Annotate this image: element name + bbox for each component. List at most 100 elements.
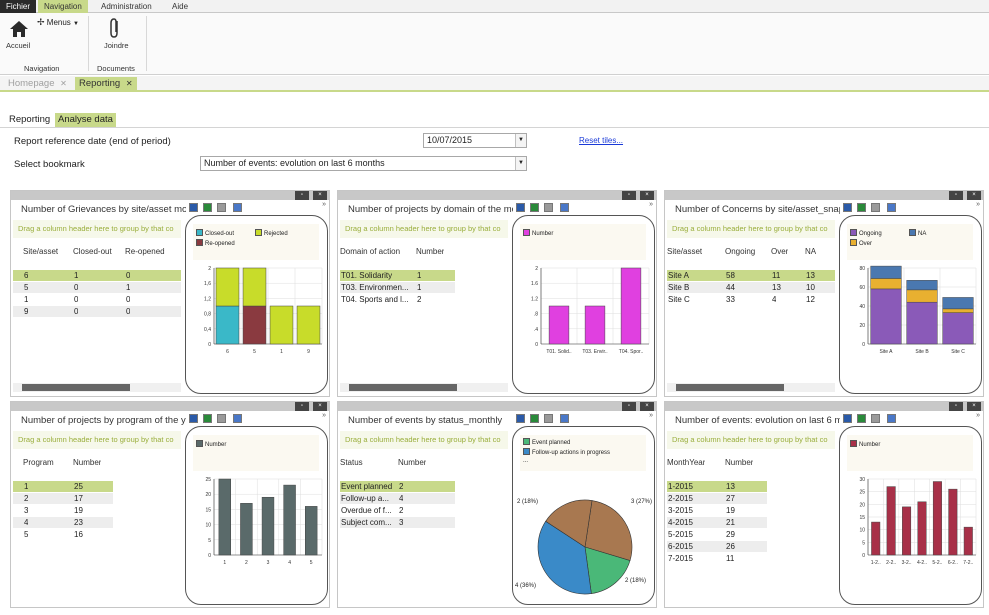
excel-export-icon[interactable] xyxy=(203,414,212,423)
print-icon[interactable] xyxy=(544,414,553,423)
group-by-hint[interactable]: Drag a column header here to group by th… xyxy=(340,431,508,449)
save-icon[interactable] xyxy=(516,414,525,423)
table-row[interactable]: Site A 58 11 13 xyxy=(667,270,835,281)
column-header[interactable]: Site/asset xyxy=(667,247,703,256)
home-button[interactable] xyxy=(8,19,30,41)
table-row[interactable]: 4 23 xyxy=(13,517,113,528)
table-row[interactable]: 3 19 xyxy=(13,505,113,516)
column-header[interactable]: Domain of action xyxy=(340,247,401,256)
copy-icon[interactable] xyxy=(887,203,896,212)
column-header[interactable]: Site/asset xyxy=(23,247,59,256)
group-by-hint[interactable]: Drag a column header here to group by th… xyxy=(340,220,508,238)
close-icon[interactable]: × xyxy=(967,191,981,200)
close-icon[interactable]: × xyxy=(640,191,654,200)
tab-analyse-data[interactable]: Analyse data xyxy=(55,113,116,127)
column-header[interactable]: Number xyxy=(725,458,754,467)
maximize-icon[interactable]: ▫ xyxy=(295,402,309,411)
table-row[interactable]: Event planned 2 xyxy=(340,481,455,492)
table-row[interactable]: T03. Environmen... 1 xyxy=(340,282,455,293)
menu-tab-fichier[interactable]: Fichier xyxy=(0,0,37,13)
table-row[interactable]: 5-2015 29 xyxy=(667,529,767,540)
table-row[interactable]: 6 1 0 xyxy=(13,270,181,281)
save-icon[interactable] xyxy=(516,203,525,212)
table-row[interactable]: 1 0 0 xyxy=(13,294,181,305)
copy-icon[interactable] xyxy=(233,414,242,423)
table-row[interactable]: Overdue of f... 2 xyxy=(340,505,455,516)
horizontal-scrollbar[interactable] xyxy=(340,383,508,392)
more-icon[interactable]: » xyxy=(322,412,326,419)
copy-icon[interactable] xyxy=(560,203,569,212)
table-row[interactable]: Site C 33 4 12 xyxy=(667,294,835,305)
column-header[interactable]: Number xyxy=(398,458,427,467)
reset-tiles-link[interactable]: Reset tiles... xyxy=(579,136,624,145)
excel-export-icon[interactable] xyxy=(530,414,539,423)
table-row[interactable]: Subject com... 3 xyxy=(340,517,455,528)
excel-export-icon[interactable] xyxy=(530,203,539,212)
group-by-hint[interactable]: Drag a column header here to group by th… xyxy=(13,431,181,449)
table-row[interactable]: Site B 44 13 10 xyxy=(667,282,835,293)
tab-homepage[interactable]: Homepage ✕ xyxy=(4,77,71,91)
column-header[interactable]: Program xyxy=(23,458,54,467)
chevron-down-icon[interactable]: ▼ xyxy=(515,157,526,170)
more-icon[interactable]: » xyxy=(976,412,980,419)
save-icon[interactable] xyxy=(189,203,198,212)
chevron-down-icon[interactable]: ▼ xyxy=(515,134,526,147)
column-header[interactable]: Number xyxy=(73,458,102,467)
column-header[interactable]: Closed-out xyxy=(73,247,112,256)
more-icon[interactable]: » xyxy=(322,201,326,208)
scroll-thumb[interactable] xyxy=(22,384,130,391)
maximize-icon[interactable]: ▫ xyxy=(949,191,963,200)
group-by-hint[interactable]: Drag a column header here to group by th… xyxy=(13,220,181,238)
column-header[interactable]: Over xyxy=(771,247,789,256)
copy-icon[interactable] xyxy=(560,414,569,423)
column-header[interactable]: Status xyxy=(340,458,363,467)
group-by-hint[interactable]: Drag a column header here to group by th… xyxy=(667,431,835,449)
table-row[interactable]: 1 25 xyxy=(13,481,113,492)
save-icon[interactable] xyxy=(189,414,198,423)
menus-dropdown[interactable]: ✢ Menus ▼ xyxy=(37,17,79,28)
menu-tab-navigation[interactable]: Navigation xyxy=(38,0,88,13)
scroll-thumb[interactable] xyxy=(676,384,784,391)
scroll-thumb[interactable] xyxy=(349,384,457,391)
print-icon[interactable] xyxy=(871,414,880,423)
tab-reporting[interactable]: Reporting ✕ xyxy=(75,77,137,91)
bookmark-select[interactable]: Number of events: evolution on last 6 mo… xyxy=(200,156,527,171)
close-icon[interactable]: ✕ xyxy=(60,79,67,88)
table-row[interactable]: 5 16 xyxy=(13,529,113,540)
horizontal-scrollbar[interactable] xyxy=(13,383,181,392)
table-row[interactable]: 5 0 1 xyxy=(13,282,181,293)
table-row[interactable]: 6-2015 26 xyxy=(667,541,767,552)
table-row[interactable]: 9 0 0 xyxy=(13,306,181,317)
close-icon[interactable]: × xyxy=(313,191,327,200)
table-row[interactable]: 2-2015 27 xyxy=(667,493,767,504)
maximize-icon[interactable]: ▫ xyxy=(295,191,309,200)
save-icon[interactable] xyxy=(843,203,852,212)
close-icon[interactable]: × xyxy=(967,402,981,411)
column-header[interactable]: Number xyxy=(416,247,445,256)
close-icon[interactable]: ✕ xyxy=(125,79,133,88)
print-icon[interactable] xyxy=(544,203,553,212)
more-icon[interactable]: » xyxy=(649,412,653,419)
table-row[interactable]: Follow-up a... 4 xyxy=(340,493,455,504)
close-icon[interactable]: × xyxy=(313,402,327,411)
menu-tab-aide[interactable]: Aide xyxy=(172,2,189,11)
table-row[interactable]: 3-2015 19 xyxy=(667,505,767,516)
print-icon[interactable] xyxy=(217,414,226,423)
excel-export-icon[interactable] xyxy=(203,203,212,212)
horizontal-scrollbar[interactable] xyxy=(667,383,835,392)
maximize-icon[interactable]: ▫ xyxy=(622,191,636,200)
table-row[interactable]: T04. Sports and l... 2 xyxy=(340,294,455,305)
column-header[interactable]: Re-opened xyxy=(125,247,165,256)
save-icon[interactable] xyxy=(843,414,852,423)
maximize-icon[interactable]: ▫ xyxy=(622,402,636,411)
excel-export-icon[interactable] xyxy=(857,414,866,423)
excel-export-icon[interactable] xyxy=(857,203,866,212)
table-row[interactable]: 4-2015 21 xyxy=(667,517,767,528)
column-header[interactable]: NA xyxy=(805,247,817,256)
print-icon[interactable] xyxy=(217,203,226,212)
table-row[interactable]: 7-2015 11 xyxy=(667,553,767,564)
table-row[interactable]: T01. Solidarity 1 xyxy=(340,270,455,281)
report-date-field[interactable]: 10/07/2015 ▼ xyxy=(423,133,527,148)
group-by-hint[interactable]: Drag a column header here to group by th… xyxy=(667,220,835,238)
join-button[interactable] xyxy=(108,17,124,39)
